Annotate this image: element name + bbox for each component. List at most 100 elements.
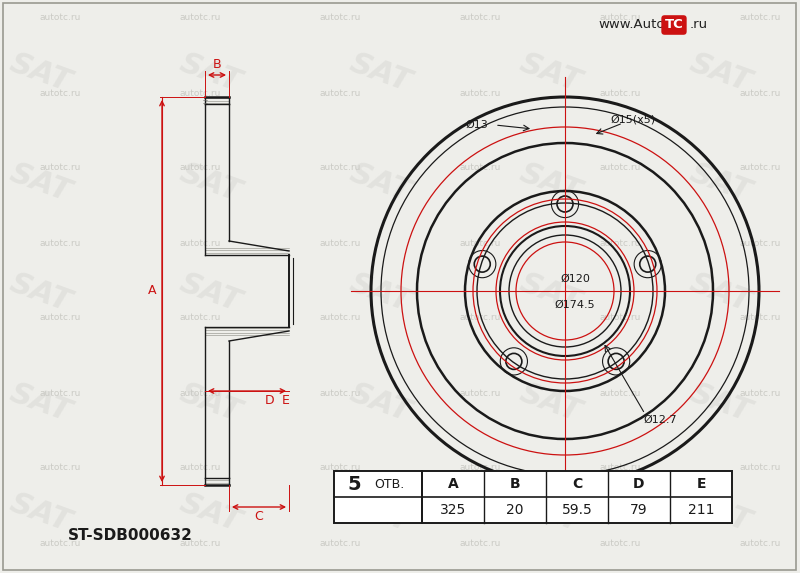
Text: A: A [448,477,458,491]
Text: autotc.ru: autotc.ru [319,14,361,22]
Text: TC: TC [665,18,683,32]
Text: 79: 79 [630,503,648,517]
Text: .ru: .ru [690,18,708,32]
Text: SAT: SAT [6,159,74,207]
Text: autotc.ru: autotc.ru [739,163,781,172]
Text: autotc.ru: autotc.ru [739,388,781,398]
Text: autotc.ru: autotc.ru [459,238,501,248]
Text: SAT: SAT [686,269,754,317]
Text: autotc.ru: autotc.ru [179,539,221,547]
Text: D: D [265,394,274,407]
Text: autotc.ru: autotc.ru [739,14,781,22]
Text: SAT: SAT [515,489,585,537]
Text: autotc.ru: autotc.ru [739,539,781,547]
Text: autotc.ru: autotc.ru [179,14,221,22]
Bar [334,471,422,523]
Text: autotc.ru: autotc.ru [179,88,221,97]
Text: 325: 325 [440,503,466,517]
Text: SAT: SAT [515,159,585,207]
Text: autotc.ru: autotc.ru [739,238,781,248]
Text: autotc.ru: autotc.ru [459,464,501,473]
Text: Ø120: Ø120 [560,274,590,284]
Text: ST-SDB000632: ST-SDB000632 [67,528,193,543]
Text: SAT: SAT [515,269,585,317]
Text: autotc.ru: autotc.ru [459,313,501,323]
Text: autotc.ru: autotc.ru [459,388,501,398]
Text: SAT: SAT [346,379,414,427]
Text: autotc.ru: autotc.ru [39,313,81,323]
Text: SAT: SAT [175,159,245,207]
Text: autotc.ru: autotc.ru [599,88,641,97]
Text: SAT: SAT [6,269,74,317]
Text: Ø15(x5): Ø15(x5) [610,114,655,124]
Text: autotc.ru: autotc.ru [179,313,221,323]
Text: SAT: SAT [686,159,754,207]
Text: D: D [634,477,645,491]
Text: autotc.ru: autotc.ru [739,313,781,323]
Text: autotc.ru: autotc.ru [39,388,81,398]
Text: SAT: SAT [686,489,754,537]
Text: autotc.ru: autotc.ru [599,14,641,22]
Text: SAT: SAT [346,159,414,207]
Text: autotc.ru: autotc.ru [459,14,501,22]
Text: autotc.ru: autotc.ru [459,88,501,97]
Text: C: C [254,511,263,524]
Text: SAT: SAT [6,49,74,97]
Text: SAT: SAT [346,489,414,537]
Text: SAT: SAT [686,379,754,427]
Text: ОТВ.: ОТВ. [374,477,404,490]
Text: E: E [696,477,706,491]
Text: autotc.ru: autotc.ru [319,313,361,323]
Text: autotc.ru: autotc.ru [319,539,361,547]
Text: autotc.ru: autotc.ru [39,163,81,172]
Text: B: B [213,58,222,72]
Text: E: E [282,394,290,407]
Text: SAT: SAT [175,379,245,427]
Text: autotc.ru: autotc.ru [599,539,641,547]
Text: Ø13: Ø13 [466,120,488,130]
Text: B: B [510,477,520,491]
Bar [422,471,732,523]
Text: C: C [572,477,582,491]
Text: autotc.ru: autotc.ru [179,163,221,172]
Text: autotc.ru: autotc.ru [179,464,221,473]
Text: autotc.ru: autotc.ru [599,163,641,172]
Text: autotc.ru: autotc.ru [319,464,361,473]
Text: 59.5: 59.5 [562,503,592,517]
Text: SAT: SAT [346,269,414,317]
Text: SAT: SAT [6,379,74,427]
Text: autotc.ru: autotc.ru [39,238,81,248]
Text: autotc.ru: autotc.ru [39,14,81,22]
Text: autotc.ru: autotc.ru [459,163,501,172]
Text: autotc.ru: autotc.ru [319,238,361,248]
Text: SAT: SAT [175,489,245,537]
Text: Ø174.5: Ø174.5 [554,300,595,310]
Text: Ø12.7: Ø12.7 [643,415,677,425]
Text: autotc.ru: autotc.ru [599,238,641,248]
Text: autotc.ru: autotc.ru [599,464,641,473]
Text: SAT: SAT [6,489,74,537]
Text: autotc.ru: autotc.ru [599,388,641,398]
Text: autotc.ru: autotc.ru [179,238,221,248]
Text: SAT: SAT [175,49,245,97]
Text: autotc.ru: autotc.ru [739,464,781,473]
Text: autotc.ru: autotc.ru [319,163,361,172]
Text: SAT: SAT [515,49,585,97]
Text: 5: 5 [347,474,361,493]
Text: autotc.ru: autotc.ru [599,313,641,323]
Text: autotc.ru: autotc.ru [179,388,221,398]
Text: autotc.ru: autotc.ru [459,539,501,547]
Text: A: A [148,285,156,297]
Text: 211: 211 [688,503,714,517]
Text: autotc.ru: autotc.ru [39,88,81,97]
Text: autotc.ru: autotc.ru [39,539,81,547]
Text: www.Auto: www.Auto [598,18,665,32]
Text: 20: 20 [506,503,524,517]
Text: autotc.ru: autotc.ru [739,88,781,97]
Text: autotc.ru: autotc.ru [319,88,361,97]
Text: autotc.ru: autotc.ru [319,388,361,398]
Text: SAT: SAT [346,49,414,97]
Text: SAT: SAT [175,269,245,317]
Text: SAT: SAT [686,49,754,97]
Bar [422,471,732,523]
